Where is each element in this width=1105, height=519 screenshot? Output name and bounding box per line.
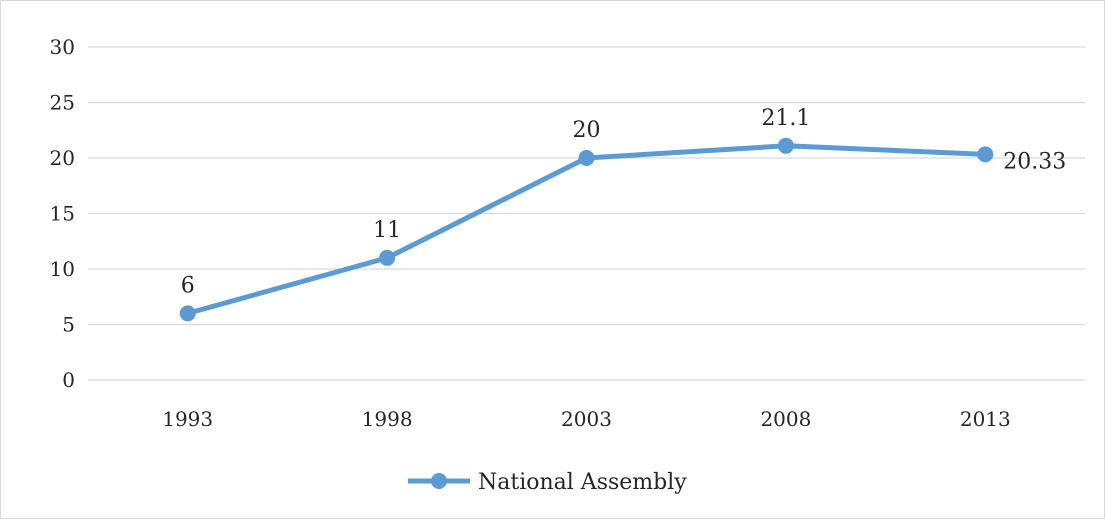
x-axis-ticks: 1993 1998 2003 2008 2013 [162,407,1011,431]
y-tick-label: 15 [50,202,75,226]
data-label: 20 [573,118,601,143]
data-point [379,249,396,266]
gridlines [88,46,1085,381]
data-point [179,305,196,322]
data-label: 20.33 [1003,149,1066,174]
series-line [185,143,988,316]
y-tick-label: 30 [50,35,75,59]
series-group [179,137,994,322]
y-tick-label: 10 [50,257,75,281]
x-tick-label: 1993 [162,407,213,431]
legend-label: National Assembly [478,470,687,495]
data-label: 11 [373,218,401,243]
data-label: 6 [181,273,195,298]
x-tick-label: 2013 [960,407,1011,431]
legend-marker [431,473,447,489]
y-tick-label: 5 [62,313,75,337]
y-tick-label: 20 [50,146,75,170]
x-tick-label: 1998 [362,407,413,431]
y-axis-ticks: 0 5 10 15 20 25 30 [50,35,75,392]
data-label: 21.1 [761,106,810,131]
data-point [578,150,595,166]
x-tick-label: 2008 [760,407,811,431]
y-tick-label: 0 [62,368,75,392]
legend: National Assembly [408,470,687,495]
x-tick-label: 2003 [561,407,612,431]
data-point [977,146,994,163]
data-labels: 6 11 20 21.1 20.33 [181,106,1067,299]
y-tick-label: 25 [50,91,75,115]
data-point [777,137,794,154]
